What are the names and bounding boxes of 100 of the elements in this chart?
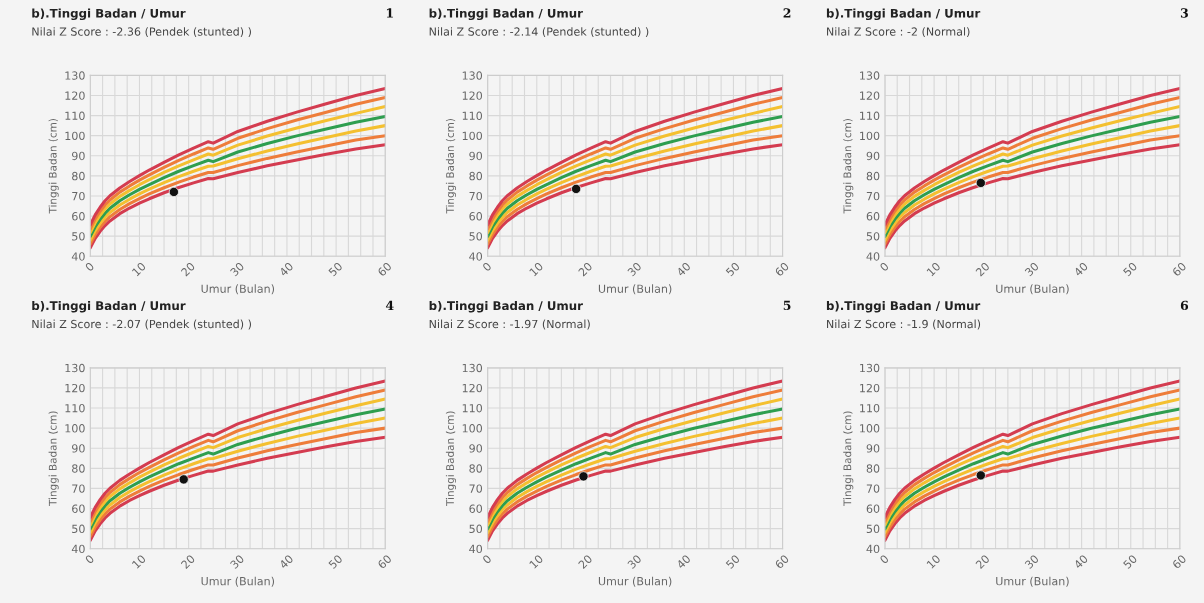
y-tick-label: 40 bbox=[71, 544, 85, 554]
chart-subtitle: Nilai Z Score : -1.9 (Normal) bbox=[827, 319, 981, 330]
y-tick-label: 60 bbox=[72, 504, 85, 513]
x-axis-title: Umur (Bulan) bbox=[201, 576, 275, 587]
x-tick-label: 10 bbox=[926, 261, 941, 277]
y-tick-label: 80 bbox=[866, 171, 880, 181]
y-tick-label: 130 bbox=[65, 363, 85, 373]
y-axis-title: Tinggi Badan (cm) bbox=[843, 411, 854, 507]
y-tick-label: 100 bbox=[462, 131, 483, 141]
text: 3 bbox=[1180, 8, 1188, 18]
y-tick-label: 60 bbox=[469, 212, 483, 221]
y-tick-label: 50 bbox=[469, 524, 483, 534]
x-tick-label: 50 bbox=[328, 261, 343, 277]
y-tick-label: 70 bbox=[72, 484, 85, 493]
x-tick-label: 30 bbox=[229, 261, 245, 277]
x-tick-label: 20 bbox=[577, 554, 593, 570]
y-tick-label: 130 bbox=[462, 363, 483, 373]
y-tick-label: 60 bbox=[866, 212, 880, 221]
x-tick-label: 10 bbox=[528, 261, 544, 277]
text: 2 bbox=[783, 8, 791, 18]
x-tick-label: 50 bbox=[1122, 261, 1138, 277]
x-tick-label: 10 bbox=[528, 554, 544, 569]
x-tick-label: 40 bbox=[1073, 554, 1089, 570]
chart-subtitle: Nilai Z Score : -2.14 (Pendek (stunted) ) bbox=[429, 27, 649, 38]
x-tick-label: 60 bbox=[1171, 261, 1187, 277]
x-axis-title: Umur (Bulan) bbox=[201, 284, 275, 295]
chart-subtitle: Nilai Z Score : -1.97 (Normal) bbox=[429, 319, 590, 330]
x-tick-label: 30 bbox=[1024, 261, 1040, 277]
y-tick-label: 40 bbox=[469, 252, 483, 261]
y-tick-label: 110 bbox=[65, 404, 85, 413]
y-tick-label: 40 bbox=[866, 544, 880, 554]
x-tick-label: 60 bbox=[774, 261, 790, 277]
y-tick-label: 50 bbox=[469, 232, 483, 241]
y-tick-label: 90 bbox=[72, 444, 85, 453]
x-tick-label: 30 bbox=[229, 554, 245, 570]
y-axis-title: Tinggi Badan (cm) bbox=[48, 119, 59, 214]
x-axis-title: Umur (Bulan) bbox=[996, 284, 1069, 295]
x-tick-label: 40 bbox=[676, 554, 692, 570]
y-tick-label: 100 bbox=[462, 424, 483, 433]
x-tick-label: 40 bbox=[278, 554, 294, 570]
chart-title: b).Tinggi Badan / Umur bbox=[429, 8, 583, 21]
y-tick-label: 100 bbox=[860, 131, 880, 141]
y-tick-label: 110 bbox=[462, 404, 483, 413]
y-tick-label: 100 bbox=[65, 131, 85, 141]
x-tick-label: 30 bbox=[627, 261, 642, 277]
y-tick-label: 50 bbox=[72, 232, 85, 241]
chart-title: b).Tinggi Badan / Umur bbox=[32, 300, 186, 313]
x-tick-label: 50 bbox=[1122, 554, 1138, 570]
y-tick-label: 120 bbox=[65, 91, 85, 100]
text: 6 bbox=[1180, 300, 1189, 311]
text: 5 bbox=[783, 300, 791, 311]
x-tick-label: 50 bbox=[725, 261, 741, 277]
x-axis-title: Umur (Bulan) bbox=[996, 576, 1069, 587]
x-tick-label: 0 bbox=[84, 554, 95, 565]
y-tick-label: 90 bbox=[866, 444, 880, 453]
y-tick-label: 70 bbox=[72, 191, 85, 201]
y-tick-label: 130 bbox=[65, 71, 85, 80]
x-tick-label: 10 bbox=[131, 261, 147, 277]
x-tick-label: 30 bbox=[627, 554, 642, 570]
chart-subtitle: Nilai Z Score : -2 (Normal) bbox=[827, 27, 970, 38]
y-tick-label: 90 bbox=[469, 151, 483, 161]
y-tick-label: 110 bbox=[860, 111, 880, 120]
x-tick-label: 0 bbox=[879, 261, 890, 272]
y-tick-label: 60 bbox=[72, 212, 85, 221]
x-tick-label: 50 bbox=[725, 554, 741, 570]
text: 4 bbox=[385, 300, 394, 310]
x-tick-label: 30 bbox=[1024, 554, 1040, 570]
y-tick-label: 90 bbox=[866, 151, 880, 161]
y-tick-label: 80 bbox=[469, 171, 483, 181]
x-tick-label: 20 bbox=[180, 554, 196, 570]
x-tick-label: 0 bbox=[481, 554, 492, 565]
y-tick-label: 80 bbox=[72, 171, 85, 181]
x-axis-title: Umur (Bulan) bbox=[598, 284, 672, 295]
y-tick-label: 130 bbox=[860, 363, 880, 373]
chart-title: b).Tinggi Badan / Umur bbox=[429, 300, 583, 313]
y-tick-label: 40 bbox=[866, 252, 880, 261]
chart-subtitle: Nilai Z Score : -2.07 (Pendek (stunted) ) bbox=[32, 319, 251, 330]
y-tick-label: 40 bbox=[71, 252, 85, 261]
y-tick-label: 60 bbox=[866, 504, 880, 513]
x-tick-label: 20 bbox=[180, 261, 196, 277]
y-tick-label: 100 bbox=[65, 424, 85, 433]
y-tick-label: 100 bbox=[860, 424, 880, 433]
x-tick-label: 20 bbox=[975, 554, 991, 570]
y-tick-label: 50 bbox=[866, 232, 880, 241]
y-tick-label: 120 bbox=[860, 383, 880, 393]
y-tick-label: 80 bbox=[469, 464, 483, 473]
x-tick-label: 0 bbox=[879, 554, 890, 565]
text: 1 bbox=[386, 8, 393, 18]
chart-title: b).Tinggi Badan / Umur bbox=[826, 300, 981, 313]
x-tick-label: 0 bbox=[481, 261, 492, 272]
x-tick-label: 20 bbox=[975, 261, 991, 277]
x-tick-label: 0 bbox=[84, 261, 95, 272]
y-tick-label: 50 bbox=[72, 524, 85, 534]
y-axis-title: Tinggi Badan (cm) bbox=[48, 411, 59, 507]
x-tick-label: 10 bbox=[926, 554, 941, 569]
y-tick-label: 110 bbox=[860, 404, 880, 413]
y-tick-label: 120 bbox=[65, 383, 85, 393]
x-tick-label: 40 bbox=[676, 261, 692, 277]
y-tick-label: 110 bbox=[462, 111, 483, 120]
chart-title: b).Tinggi Badan / Umur bbox=[32, 8, 186, 21]
